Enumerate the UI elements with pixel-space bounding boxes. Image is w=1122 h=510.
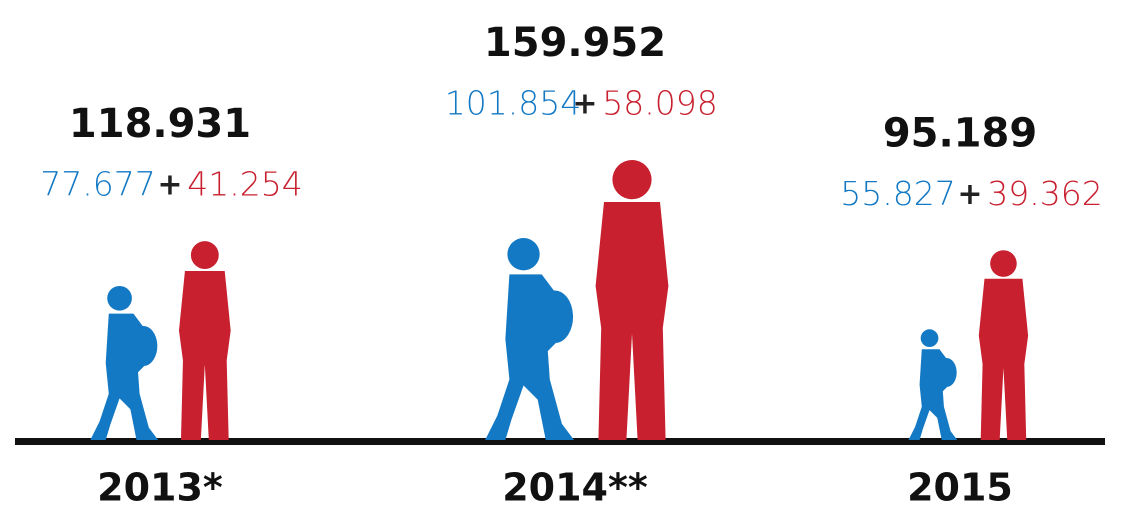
adult-figure [595,160,669,440]
series-label: 101.854 [445,84,581,123]
series-label: 58.098 [602,84,717,123]
adult-figure [978,250,1029,440]
year-label: 2013* [97,466,223,510]
total-label: 118.931 [69,101,251,147]
total-label: 159.952 [484,20,666,66]
plus-sign: + [572,87,597,122]
year-label: 2015 [907,466,1013,510]
year-label: 2014** [502,466,648,510]
child-figure [908,329,958,440]
ground-line [15,438,1105,445]
series-label: 41.254 [187,165,302,204]
adult-figure [178,241,231,440]
series-label: 55.827 [840,174,955,213]
total-label: 95.189 [883,110,1037,156]
plus-sign: + [957,177,982,212]
series-label: 77.677 [40,165,155,204]
plus-sign: + [157,168,182,203]
series-label: 39.362 [987,174,1102,213]
child-figure [90,285,159,440]
child-figure [485,238,575,440]
